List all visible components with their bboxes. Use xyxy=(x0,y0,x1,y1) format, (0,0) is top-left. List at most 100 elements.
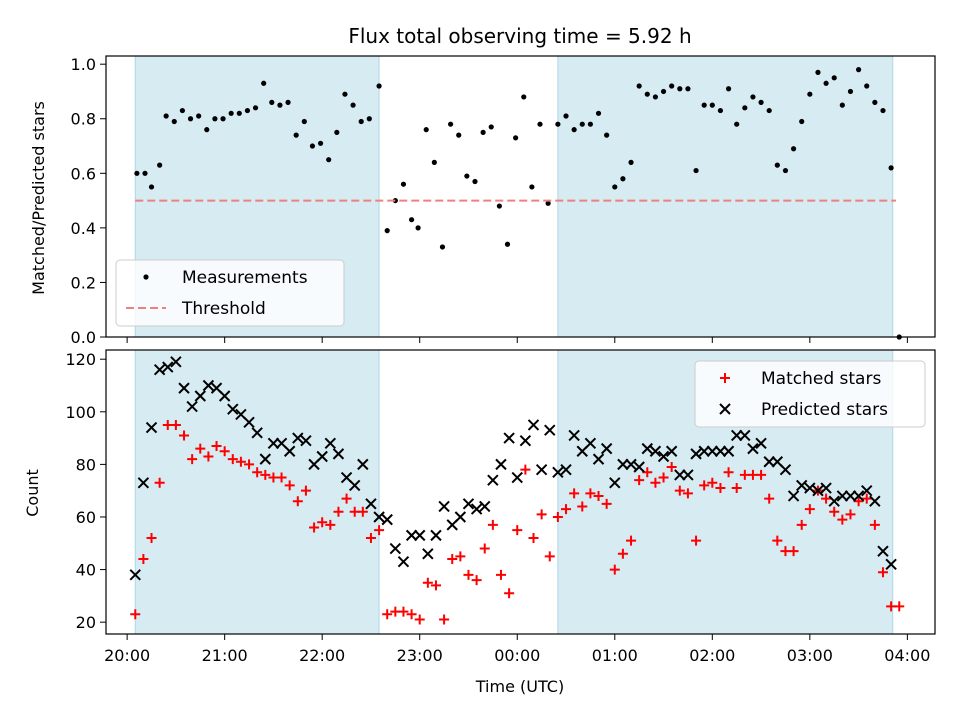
measurement-point xyxy=(456,132,462,138)
predicted-star-point xyxy=(649,445,662,457)
matched-star-point xyxy=(260,469,271,480)
predicted-star-point xyxy=(690,448,702,460)
matched-star-point xyxy=(130,609,141,620)
x-tick-label: 01:00 xyxy=(592,646,638,665)
predicted-star-point xyxy=(812,484,824,497)
measurement-point xyxy=(204,127,210,133)
x-tick-label: 00:00 xyxy=(494,646,540,665)
predicted-star-point xyxy=(796,479,808,492)
predicted-star-point xyxy=(324,437,337,450)
measurement-point xyxy=(839,102,845,108)
measurement-point xyxy=(350,102,356,108)
predicted-star-point xyxy=(828,495,840,507)
matched-star-point xyxy=(325,519,336,530)
predicted-star-point xyxy=(170,356,182,368)
measurement-point xyxy=(864,83,870,89)
matched-star-point xyxy=(634,475,645,486)
measurement-point xyxy=(847,88,854,95)
predicted-star-point xyxy=(755,437,767,450)
measurement-point xyxy=(831,75,837,81)
measurement-point xyxy=(179,107,185,114)
predicted-star-point xyxy=(836,490,849,502)
predicted-star-point xyxy=(487,474,499,486)
predicted-star-point xyxy=(511,471,523,484)
measurement-point xyxy=(293,132,299,138)
x-tick-label: 02:00 xyxy=(689,646,735,665)
predicted-star-point xyxy=(479,500,491,513)
predicted-star-point xyxy=(243,416,255,429)
predicted-star-point xyxy=(470,503,483,515)
matched-star-point xyxy=(804,504,815,515)
matched-star-point xyxy=(837,514,848,525)
measurement-point xyxy=(677,86,683,92)
predicted-star-point xyxy=(162,361,174,373)
predicted-star-point xyxy=(861,484,873,497)
measurement-point xyxy=(366,116,372,122)
matched-star-point xyxy=(146,533,157,544)
predicted-star-point xyxy=(535,463,548,476)
predicted-star-point xyxy=(283,445,296,457)
bottom-y-axis-label: Count xyxy=(23,469,42,517)
measurement-point xyxy=(750,94,756,100)
measurement-point xyxy=(326,157,332,163)
matched-star-point xyxy=(365,533,376,544)
measurement-point xyxy=(134,170,140,176)
measurement-point xyxy=(187,116,194,122)
matched-star-point xyxy=(593,490,604,501)
measurement-point xyxy=(301,118,307,125)
measurement-point xyxy=(880,107,886,114)
bottom-legend: Matched stars Predicted stars xyxy=(694,360,926,428)
measurement-point xyxy=(537,121,543,127)
measurement-point xyxy=(384,228,390,234)
top-y-tick-label: 0.0 xyxy=(71,328,96,347)
measurement-point xyxy=(212,116,218,122)
measurement-point xyxy=(171,118,177,125)
matched-star-point xyxy=(617,548,628,559)
measurement-point xyxy=(620,176,626,182)
measurement-point xyxy=(587,121,593,127)
bottom-axes-frame xyxy=(105,349,936,635)
predicted-star-point xyxy=(852,490,865,502)
measurement-point xyxy=(408,217,415,223)
measurement-point xyxy=(261,80,267,86)
measurement-point xyxy=(415,225,421,231)
measurement-point xyxy=(423,127,429,133)
top-legend: Measurements Threshold xyxy=(115,259,345,327)
matched-star-point xyxy=(788,546,799,557)
predicted-star-point xyxy=(804,482,816,494)
measurement-point xyxy=(766,107,772,114)
matched-star-point xyxy=(357,506,368,517)
matched-star-point xyxy=(658,472,669,483)
measurement-point xyxy=(571,127,577,133)
matched-star-point xyxy=(528,533,539,544)
top-y-tick-label: 0.8 xyxy=(71,110,96,129)
predicted-star-point xyxy=(527,419,540,431)
matched-star-point xyxy=(731,483,742,494)
top-y-tick-label: 0.6 xyxy=(71,164,96,183)
measurement-point xyxy=(317,140,324,146)
bottom-y-tick-label: 20 xyxy=(76,613,96,632)
matched-star-point xyxy=(756,469,767,480)
predicted-star-point xyxy=(714,445,727,457)
predicted-star-point xyxy=(462,498,475,510)
predicted-star-point xyxy=(251,427,263,439)
predicted-star-point xyxy=(763,456,775,468)
bottom-panel: 20 40 60 80 100 120 20:00 21:00 22:00 23:00 00:00 0… xyxy=(65,349,936,665)
matched-star-point xyxy=(666,462,677,473)
measurement-point xyxy=(693,167,699,174)
predicted-star-point xyxy=(665,445,678,457)
matched-star-point xyxy=(585,488,596,499)
predicted-star-point xyxy=(698,445,710,457)
matched-star-point xyxy=(626,535,637,546)
predicted-star-point xyxy=(625,458,637,471)
measurement-point xyxy=(400,181,407,187)
predicted-star-point xyxy=(438,500,450,513)
predicted-star-point xyxy=(292,432,304,444)
predicted-star-point xyxy=(267,437,280,450)
measurement-point xyxy=(504,241,511,247)
matched-star-point xyxy=(682,488,693,499)
matched-star-point xyxy=(219,446,230,457)
matched-star-point xyxy=(894,601,905,612)
bottom-y-tick-label: 40 xyxy=(76,561,96,580)
matched-star-point xyxy=(609,564,620,575)
